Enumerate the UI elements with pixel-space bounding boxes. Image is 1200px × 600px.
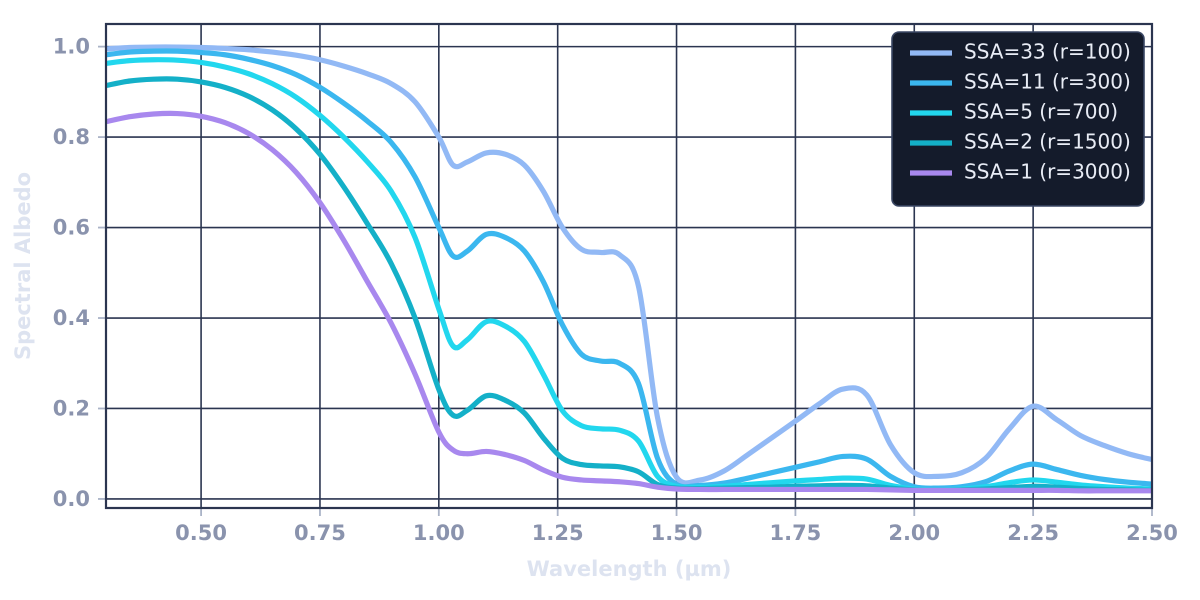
x-tick-label: 1.25	[532, 521, 584, 545]
x-axis-title: Wavelength (µm)	[527, 557, 732, 581]
plot-frame	[104, 22, 1154, 510]
x-tick-label: 1.75	[769, 521, 821, 545]
x-tick-label: 0.75	[294, 521, 346, 545]
legend-label-0[interactable]: SSA=33 (r=100)	[964, 40, 1131, 64]
x-tick-label: 1.00	[413, 521, 465, 545]
x-tick-label: 0.50	[175, 521, 227, 545]
x-tick-label: 2.25	[1007, 521, 1059, 545]
series-line-4	[106, 110, 1152, 494]
y-tick-label: 1.0	[53, 35, 90, 59]
y-axis-title: Spectral Albedo	[11, 172, 35, 360]
x-tick-label: 1.50	[651, 521, 703, 545]
x-tick-labels: 0.50 0.75 1.00 1.25 1.50 1.75 2.00 2.25 2.50	[175, 521, 1178, 545]
data-series-group	[106, 44, 1152, 494]
y-tick-label: 0.8	[53, 125, 90, 149]
legend-label-1[interactable]: SSA=11 (r=300)	[964, 70, 1131, 94]
y-tick-labels: 0.0 0.2 0.4 0.6 0.8 1.0	[53, 35, 90, 511]
tick-marks	[98, 45, 1153, 516]
y-tick-label: 0.0	[53, 487, 90, 511]
y-tick-label: 0.2	[53, 396, 90, 420]
legend-label-2[interactable]: SSA=5 (r=700)	[964, 100, 1118, 124]
x-tick-label: 2.00	[888, 521, 940, 545]
series-line-0	[106, 44, 1152, 486]
legend-label-3[interactable]: SSA=2 (r=1500)	[964, 130, 1131, 154]
chart-legend[interactable]: SSA=33 (r=100) SSA=11 (r=300) SSA=5 (r=700…	[891, 31, 1145, 207]
legend-label-4[interactable]: SSA=1 (r=3000)	[964, 160, 1131, 184]
x-tick-label: 2.50	[1126, 521, 1178, 545]
y-tick-label: 0.6	[53, 216, 90, 240]
legend-background	[891, 31, 1145, 207]
y-tick-label: 0.4	[53, 306, 90, 330]
axes-frame	[104, 22, 1154, 510]
